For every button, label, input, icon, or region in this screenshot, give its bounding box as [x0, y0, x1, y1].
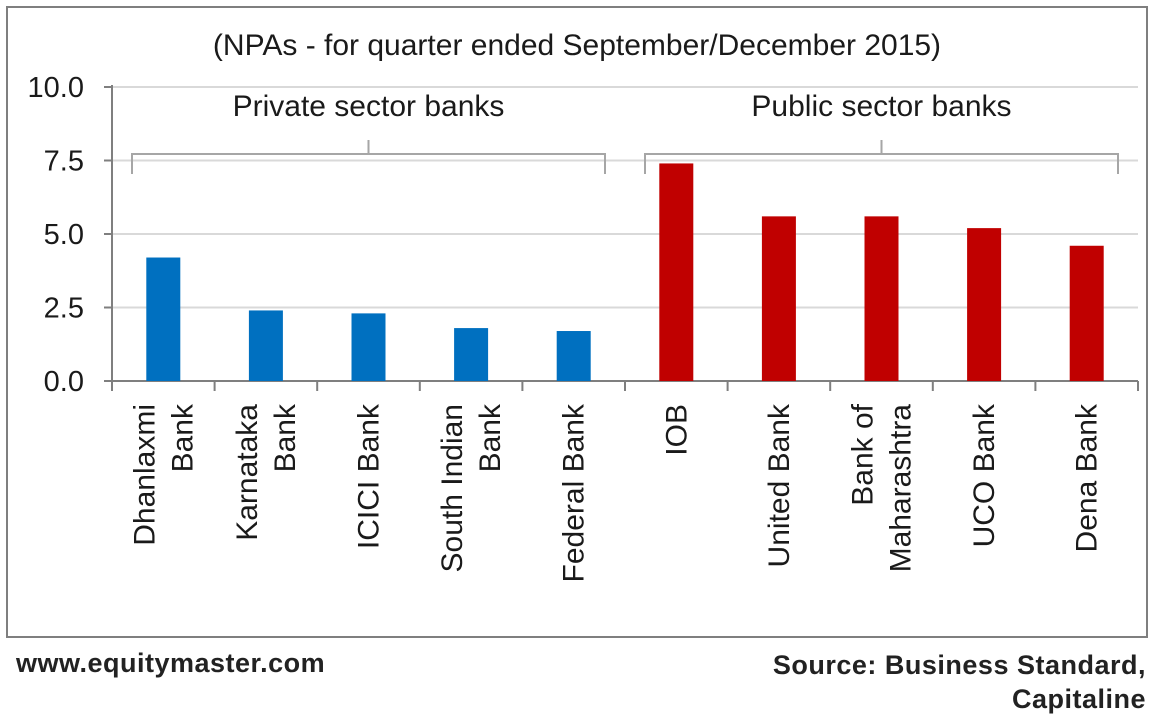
source-line-1: Source: Business Standard, — [772, 650, 1146, 680]
x-category-label: ICICI Bank — [353, 403, 386, 549]
x-category-label: IOB — [660, 404, 693, 456]
x-category-label: Bank — [166, 403, 199, 472]
y-tick-label: 10.0 — [28, 72, 84, 104]
bar — [967, 228, 1002, 381]
bar — [864, 216, 899, 381]
bar — [454, 328, 489, 381]
x-category-label: Karnataka — [231, 404, 264, 541]
x-category-label: Maharashtra — [885, 404, 918, 573]
x-category-label: UCO Bank — [968, 403, 1001, 547]
x-category-label: Dhanlaxmi — [128, 404, 161, 546]
group-bracket — [131, 153, 606, 174]
x-category-label: United Bank — [763, 403, 796, 567]
x-category-label: Bank of — [847, 403, 880, 505]
y-tick-label: 5.0 — [44, 219, 84, 251]
bar — [351, 313, 386, 381]
bar — [146, 257, 181, 381]
x-category-label: Dena Bank — [1071, 403, 1104, 552]
x-category-label: Federal Bank — [558, 403, 591, 582]
npa-bar-chart: (NPAs - for quarter ended September/Dece… — [28, 29, 1139, 582]
chart-title: (NPAs - for quarter ended September/Dece… — [213, 29, 941, 62]
website-label: www.equitymaster.com — [16, 648, 326, 678]
bar — [1069, 245, 1104, 381]
bar — [659, 163, 694, 381]
y-tick-label: 2.5 — [44, 293, 84, 325]
source-line-2: Capitaline — [1011, 684, 1146, 714]
source-note: Source: Business Standard, Capitaline — [773, 648, 1146, 716]
group-label: Private sector banks — [233, 90, 505, 123]
group-bracket — [644, 153, 1119, 174]
bar — [761, 216, 796, 381]
x-category-label: South Indian — [436, 404, 469, 572]
y-tick-label: 7.5 — [44, 146, 84, 178]
bar — [248, 310, 283, 381]
bar — [556, 331, 591, 381]
y-tick-label: 0.0 — [44, 366, 84, 398]
x-category-label: Bank — [474, 403, 507, 472]
group-label: Public sector banks — [751, 90, 1011, 123]
chart-frame — [6, 6, 1148, 638]
x-category-label: Bank — [269, 403, 302, 472]
